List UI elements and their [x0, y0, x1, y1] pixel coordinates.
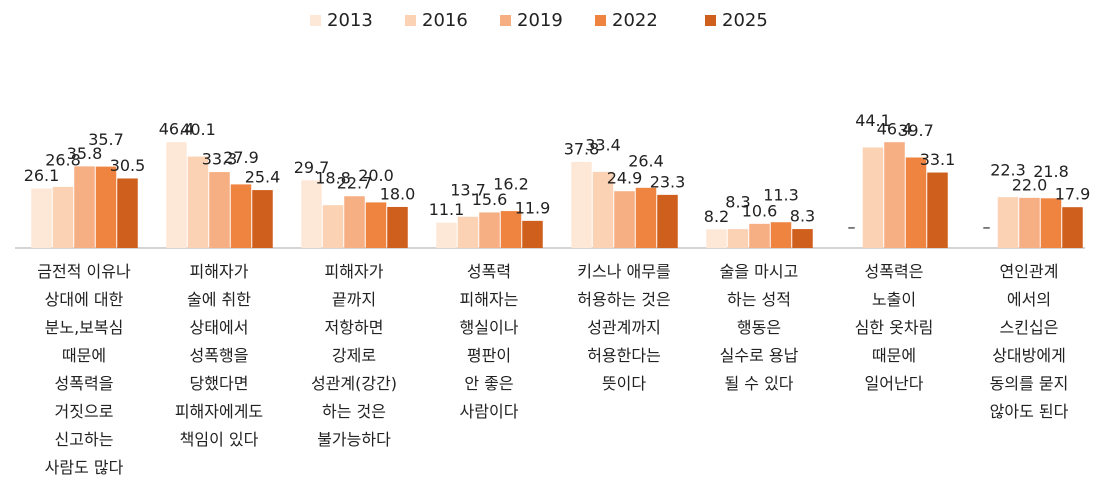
value-label: 21.8: [1033, 162, 1069, 181]
bar: [117, 178, 138, 248]
bar: [635, 187, 657, 248]
bar: [862, 147, 884, 248]
value-label: 39.7: [898, 121, 934, 140]
bar: [166, 142, 187, 248]
value-label: 35.8: [67, 144, 103, 163]
value-label: 24.9: [607, 169, 643, 188]
bar: [884, 142, 905, 248]
bar: [1040, 198, 1062, 248]
value-label: 44.1: [855, 111, 891, 130]
value-label: 35.7: [88, 130, 124, 149]
bar: [1062, 207, 1083, 248]
value-label: 11.3: [763, 186, 799, 205]
value-label: 8.3: [790, 207, 815, 226]
value-label: 11.9: [515, 198, 551, 217]
value-label: 25.4: [245, 168, 281, 187]
value-label: 26.1: [24, 166, 60, 185]
bar: [95, 166, 117, 248]
category-label: 성폭력 피해자는 행실이나 평판이 안 좋은 사람이다: [459, 262, 519, 421]
value-label: 40.1: [180, 120, 216, 139]
legend-label: 2019: [517, 10, 563, 31]
bar: [230, 184, 252, 248]
value-label: 11.1: [429, 200, 465, 219]
value-label: 22.0: [1012, 175, 1048, 194]
bar: [770, 222, 792, 248]
legend-label: 2013: [327, 10, 373, 31]
bar: [344, 196, 365, 248]
bar: [252, 190, 273, 248]
category-label: 피해자가 술에 취한 상태에서 성폭행을 당했다면 피해자에게도 책임이 있다: [174, 262, 264, 449]
value-label: 30.5: [110, 156, 146, 175]
value-label: 26.4: [628, 151, 664, 170]
value-label: 15.6: [472, 190, 508, 209]
bar: [209, 172, 230, 248]
legend-label: 2025: [722, 10, 768, 31]
category-label: 금전적 이유나 상대에 대한 분노,보복심 때문에 성폭력을 거짓으로 신고하는…: [37, 262, 131, 477]
legend-swatch: [705, 15, 716, 26]
bar: [1019, 197, 1040, 248]
bar: [657, 194, 678, 248]
category-label: 술을 마시고 하는 성적 행동은 실수로 용납 될 수 있다: [719, 262, 799, 393]
bar: [52, 186, 74, 248]
bar: [706, 229, 727, 248]
bar: [500, 211, 522, 248]
bar: [571, 161, 592, 248]
bar: [457, 216, 479, 248]
bar: [997, 197, 1019, 248]
value-label: 18.8: [315, 169, 351, 188]
value-label: 33.4: [585, 135, 621, 154]
bar: [792, 229, 813, 248]
category-label: 연인관계 에서의 스킨십은 상대방에게 동의를 묻지 않아도 된다: [989, 262, 1069, 421]
bar: [905, 157, 927, 248]
legend-swatch: [595, 15, 606, 26]
value-label: 29.7: [294, 158, 330, 177]
value-label: 20.0: [358, 166, 394, 185]
legend-label: 2022: [612, 10, 658, 31]
value-label: 13.7: [450, 180, 486, 199]
value-label: 22.7: [337, 174, 373, 193]
bar: [301, 180, 322, 248]
bar: [322, 205, 344, 248]
value-label: 37.8: [564, 139, 600, 158]
bar: [927, 172, 948, 248]
legend-swatch: [500, 15, 511, 26]
bar: [614, 191, 635, 248]
value-label: 10.6: [742, 201, 778, 220]
legend-swatch: [310, 15, 321, 26]
value-label: 8.3: [725, 193, 750, 212]
value-label: 22.3: [990, 161, 1026, 180]
value-label: –: [848, 218, 856, 237]
value-label: 8.2: [704, 207, 729, 226]
bar: [365, 202, 387, 248]
bar: [187, 156, 209, 248]
value-label: 33.3: [202, 150, 238, 169]
bar: [31, 188, 52, 248]
value-label: 17.9: [1055, 185, 1091, 204]
bar: [436, 222, 457, 248]
bar: [522, 220, 543, 248]
bar: [74, 166, 95, 248]
bar: [592, 171, 614, 248]
category-label: 키스나 애무를 허용하는 것은 성관계까지 허용한다는 뜻이다: [577, 262, 671, 393]
value-label: 23.3: [650, 172, 686, 191]
bar: [387, 206, 408, 248]
value-label: –: [983, 218, 991, 237]
value-label: 46.4: [877, 120, 913, 139]
legend-label: 2016: [422, 10, 468, 31]
value-label: 26.8: [45, 150, 81, 169]
value-label: 46.4: [159, 120, 195, 139]
category-label: 피해자가 끝까지 저항하면 강제로 성관계(강간) 하는 것은 불가능하다: [310, 262, 398, 449]
value-label: 33.1: [920, 150, 956, 169]
bar: [749, 223, 770, 248]
category-label: 성폭력은 노출이 심한 옷차림 때문에 일어난다: [854, 262, 934, 393]
value-label: 27.9: [223, 148, 259, 167]
value-label: 18.0: [380, 184, 416, 203]
legend-swatch: [405, 15, 416, 26]
value-label: 16.2: [493, 175, 529, 194]
bar: [727, 229, 749, 248]
bar: [479, 212, 500, 248]
